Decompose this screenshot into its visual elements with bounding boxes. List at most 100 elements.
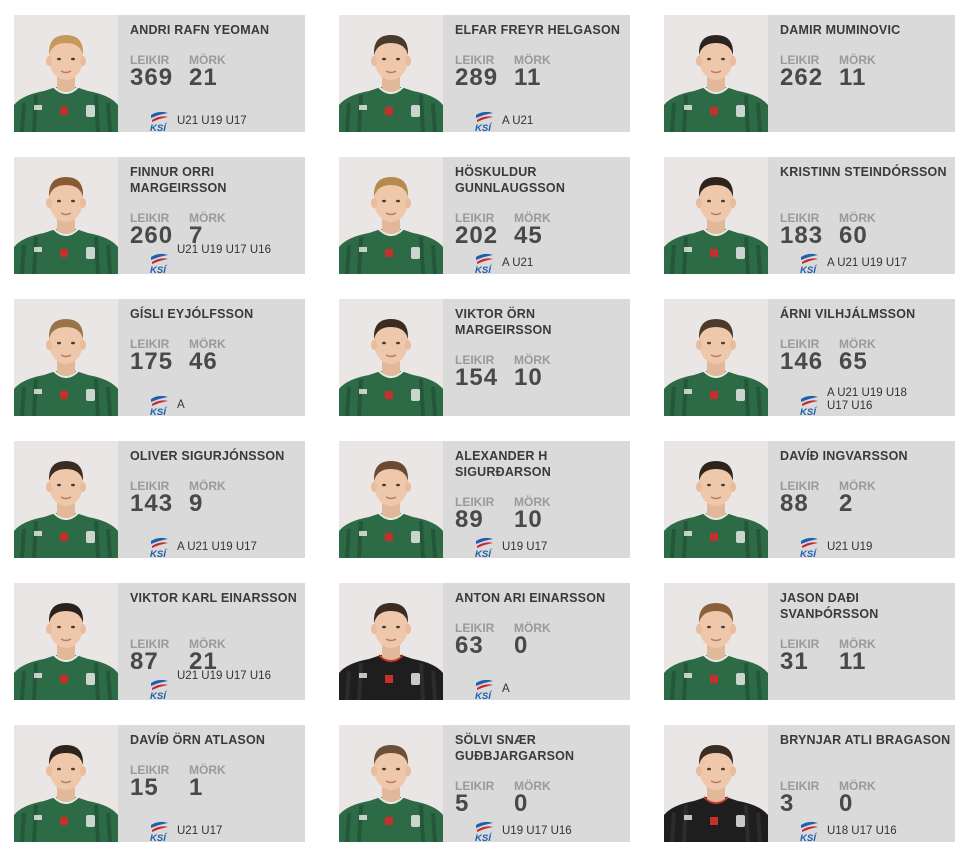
stat-values: 175 46	[130, 349, 218, 375]
stat-labels: LEIKIR MÖRK	[780, 53, 876, 67]
player-name: ANDRI RAFN YEOMAN	[130, 23, 270, 37]
player-photo	[339, 583, 443, 700]
svg-text:KSÍ: KSÍ	[150, 691, 168, 701]
player-photo	[339, 441, 443, 558]
player-photo	[664, 157, 768, 274]
player-card-13[interactable]: VIKTOR KARL EINARSSON LEIKIR MÖRK 87 21 KS…	[14, 583, 305, 702]
goals-value: 7	[189, 222, 204, 249]
player-photo	[664, 583, 768, 700]
player-card-8[interactable]: VIKTOR ÖRN MARGEIRSSON LEIKIR MÖRK 154 10	[339, 299, 630, 416]
player-card-5[interactable]: HÖSKULDUR GUNNLAUGSSON LEIKIR MÖRK 202 45 …	[339, 157, 630, 276]
national-team-caps: U19 U17 U16	[502, 825, 572, 837]
goals-label: MÖRK	[839, 779, 876, 793]
stat-values: 183 60	[780, 223, 868, 249]
games-value: 5	[455, 790, 470, 817]
player-card-9[interactable]: ÁRNI VILHJÁLMSSON LEIKIR MÖRK 146 65 KSÍ A…	[664, 299, 955, 418]
player-info: VIKTOR ÖRN MARGEIRSSON LEIKIR MÖRK 154 10	[443, 299, 630, 416]
player-photo	[664, 15, 768, 132]
stat-values: 31 11	[780, 649, 866, 675]
ksi-logo: KSÍ	[474, 819, 495, 844]
player-name: VIKTOR ÖRN MARGEIRSSON	[455, 307, 552, 337]
svg-text:KSÍ: KSÍ	[150, 549, 168, 559]
goals-value: 10	[514, 506, 543, 533]
player-name: ANTON ARI EINARSSON	[455, 591, 606, 605]
games-label: LEIKIR	[130, 337, 170, 351]
player-card-6[interactable]: KRISTINN STEINDÓRSSON LEIKIR MÖRK 183 60 K…	[664, 157, 955, 276]
stat-labels: LEIKIR MÖRK	[130, 479, 226, 493]
games-label: LEIKIR	[780, 53, 820, 67]
player-card-11[interactable]: ALEXANDER H SIGURÐARSON LEIKIR MÖRK 89 10 …	[339, 441, 630, 560]
ksi-logo: KSÍ	[474, 251, 495, 276]
goals-label: MÖRK	[514, 53, 551, 67]
goals-label: MÖRK	[839, 337, 876, 351]
player-name: KRISTINN STEINDÓRSSON	[780, 165, 947, 179]
games-value: 87	[130, 648, 159, 675]
svg-text:KSÍ: KSÍ	[475, 691, 493, 701]
ksi-logo: KSÍ	[474, 677, 495, 702]
ksi-logo: KSÍ	[149, 251, 170, 276]
goals-label: MÖRK	[189, 763, 226, 777]
games-label: LEIKIR	[780, 337, 820, 351]
player-card-14[interactable]: ANTON ARI EINARSSON LEIKIR MÖRK 63 0 KSÍ A	[339, 583, 630, 702]
player-photo	[339, 15, 443, 132]
stat-labels: LEIKIR MÖRK	[455, 211, 551, 225]
player-card-3[interactable]: DAMIR MUMINOVIC LEIKIR MÖRK 262 11	[664, 15, 955, 132]
stat-values: 146 65	[780, 349, 868, 375]
goals-label: MÖRK	[514, 495, 551, 509]
national-team-caps: A U21 U19 U17	[177, 541, 257, 553]
svg-text:KSÍ: KSÍ	[475, 265, 493, 275]
goals-value: 0	[839, 790, 854, 817]
player-photo	[14, 15, 118, 132]
player-photo	[664, 441, 768, 558]
player-card-12[interactable]: DAVÍÐ INGVARSSON LEIKIR MÖRK 88 2 KSÍ U21 …	[664, 441, 955, 560]
player-card-4[interactable]: FINNUR ORRI MARGEIRSSON LEIKIR MÖRK 260 7 …	[14, 157, 305, 276]
player-card-7[interactable]: GÍSLI EYJÓLFSSON LEIKIR MÖRK 175 46 KSÍ A	[14, 299, 305, 418]
stat-labels: LEIKIR MÖRK	[455, 353, 551, 367]
national-team-caps: A	[502, 683, 510, 695]
goals-label: MÖRK	[514, 621, 551, 635]
goals-label: MÖRK	[189, 637, 226, 651]
goals-label: MÖRK	[514, 779, 551, 793]
stat-values: 262 11	[780, 65, 866, 91]
goals-label: MÖRK	[189, 211, 226, 225]
player-card-2[interactable]: ELFAR FREYR HELGASON LEIKIR MÖRK 289 11 KS…	[339, 15, 630, 134]
player-name: DAMIR MUMINOVIC	[780, 23, 901, 37]
national-team-caps: U21 U17	[177, 825, 223, 837]
games-value: 262	[780, 64, 824, 91]
goals-value: 21	[189, 64, 218, 91]
player-name: ÁRNI VILHJÁLMSSON	[780, 307, 916, 321]
player-card-1[interactable]: ANDRI RAFN YEOMAN LEIKIR MÖRK 369 21 KSÍ U…	[14, 15, 305, 134]
player-photo	[664, 725, 768, 842]
player-card-15[interactable]: JASON DAÐI SVANÞÓRSSON LEIKIR MÖRK 31 11	[664, 583, 955, 700]
player-photo	[14, 157, 118, 274]
stat-values: 369 21	[130, 65, 218, 91]
goals-label: MÖRK	[189, 337, 226, 351]
national-team-caps: U21 U19	[827, 541, 873, 553]
goals-value: 0	[514, 790, 529, 817]
player-info: ANTON ARI EINARSSON LEIKIR MÖRK 63 0 KSÍ A	[443, 583, 630, 702]
player-photo	[14, 299, 118, 416]
stat-values: 289 11	[455, 65, 541, 91]
games-value: 202	[455, 222, 499, 249]
svg-text:KSÍ: KSÍ	[800, 265, 818, 275]
player-name: BRYNJAR ATLI BRAGASON	[780, 733, 951, 747]
games-label: LEIKIR	[780, 211, 820, 225]
games-value: 175	[130, 348, 174, 375]
player-card-10[interactable]: OLIVER SIGURJÓNSSON LEIKIR MÖRK 143 9 KSÍ …	[14, 441, 305, 560]
svg-text:KSÍ: KSÍ	[150, 407, 168, 417]
stat-labels: LEIKIR MÖRK	[455, 495, 551, 509]
goals-value: 21	[189, 648, 218, 675]
stat-labels: LEIKIR MÖRK	[130, 763, 226, 777]
player-card-16[interactable]: DAVÍÐ ÖRN ATLASON LEIKIR MÖRK 15 1 KSÍ U21…	[14, 725, 305, 844]
national-team-caps: U19 U17	[502, 541, 548, 553]
games-value: 154	[455, 364, 499, 391]
svg-text:KSÍ: KSÍ	[475, 833, 493, 843]
stat-labels: LEIKIR MÖRK	[780, 479, 876, 493]
stat-values: 260 7	[130, 223, 203, 249]
goals-label: MÖRK	[839, 211, 876, 225]
svg-text:KSÍ: KSÍ	[150, 123, 168, 133]
svg-text:KSÍ: KSÍ	[150, 265, 168, 275]
